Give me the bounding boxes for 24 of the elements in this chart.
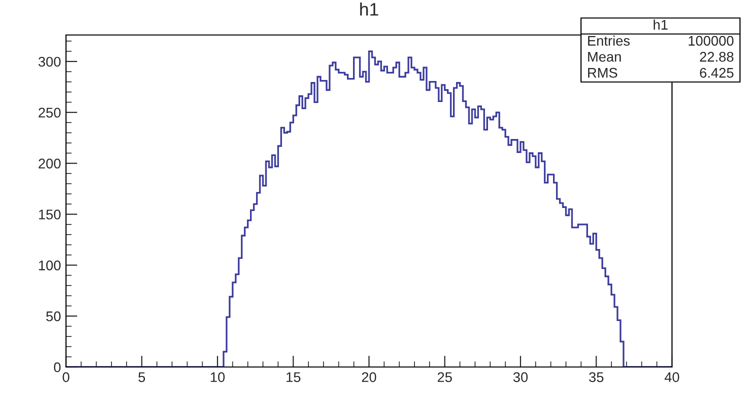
x-tick-label: 15 [286, 372, 300, 382]
x-tick-label: 25 [438, 372, 452, 382]
x-tick-label: 30 [513, 372, 528, 382]
x-tick-label: 40 [664, 372, 680, 382]
y-tick-label: 150 [39, 210, 61, 220]
y-tick-label: 50 [46, 311, 61, 322]
x-tick-label: 35 [589, 372, 604, 382]
x-tick-label: 0 [62, 372, 70, 382]
text: 6.425 [700, 68, 734, 78]
text: h1 [654, 20, 668, 30]
x-tick-label: 10 [210, 372, 225, 382]
x-tick-label: 5 [138, 372, 146, 382]
text: 22.88 [700, 52, 734, 62]
annotation: Entries [588, 36, 630, 46]
text: 100000 [688, 36, 734, 46]
y-tick-label: 100 [39, 260, 61, 270]
annotation: RMS [588, 68, 618, 78]
y-tick-label: 250 [38, 108, 61, 118]
y-tick-label: 300 [38, 56, 61, 67]
y-tick-label: 0 [54, 362, 61, 372]
annotation: Mean [588, 52, 621, 62]
y-tick-label: 200 [38, 158, 61, 168]
chart-title: h1 [360, 2, 378, 16]
x-tick-label: 20 [362, 372, 376, 382]
